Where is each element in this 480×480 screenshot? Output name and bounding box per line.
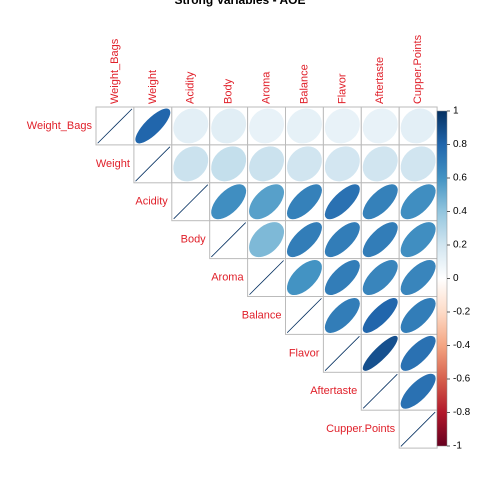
corr-ellipse <box>249 146 285 182</box>
row-label: Aroma <box>211 271 244 283</box>
corr-ellipse <box>286 108 322 144</box>
column-label: Aroma <box>260 71 272 104</box>
colorbar-tick-label: 0 <box>453 273 459 284</box>
corr-ellipse <box>362 222 398 258</box>
colorbar-tick-label: -0.8 <box>453 407 471 418</box>
corr-ellipse <box>324 108 360 144</box>
corr-ellipse <box>173 184 209 220</box>
column-label: Acidity <box>185 71 197 104</box>
colorbar-tick-label: -0.2 <box>453 307 471 318</box>
corr-ellipse <box>135 146 171 182</box>
corr-ellipse <box>249 184 285 220</box>
colorbar-tick-label: 1 <box>453 106 459 117</box>
corr-ellipse <box>362 146 398 182</box>
corr-ellipse <box>362 108 398 144</box>
corr-ellipse <box>324 222 360 258</box>
column-label: Cupper.Points <box>412 34 424 104</box>
corr-ellipse <box>173 108 209 144</box>
corr-ellipse <box>135 108 171 144</box>
column-label: Body <box>223 78 235 104</box>
corr-ellipse <box>173 146 209 182</box>
chart-title: Strong Variables - AOE <box>175 0 306 7</box>
corr-ellipse <box>286 297 322 333</box>
corr-ellipse <box>400 222 436 258</box>
corr-ellipse <box>324 335 360 371</box>
colorbar-tick-label: 0.6 <box>453 173 467 184</box>
corr-ellipse <box>211 108 247 144</box>
corr-ellipse <box>400 108 436 144</box>
corr-ellipse <box>211 222 247 258</box>
corr-ellipse <box>211 146 247 182</box>
corr-ellipse <box>324 297 360 333</box>
colorbar-tick-label: -0.4 <box>453 340 471 351</box>
corr-ellipse <box>324 184 360 220</box>
column-label: Balance <box>298 64 310 104</box>
corr-ellipse <box>362 335 398 371</box>
corr-ellipse <box>400 411 436 447</box>
row-label: Cupper.Points <box>326 423 396 435</box>
column-label: Aftertaste <box>374 57 386 104</box>
colorbar-tick-label: 0.4 <box>453 206 467 217</box>
corr-ellipse <box>400 260 436 296</box>
colorbar-tick-label: -1 <box>453 441 462 452</box>
corr-ellipse <box>286 184 322 220</box>
corr-ellipse <box>400 373 436 409</box>
row-label: Aftertaste <box>310 385 357 397</box>
corr-ellipse <box>249 108 285 144</box>
row-label: Balance <box>242 309 282 321</box>
corr-ellipse <box>211 184 247 220</box>
row-label: Acidity <box>135 196 168 208</box>
row-label: Weight_Bags <box>27 120 93 132</box>
corr-ellipse <box>400 146 436 182</box>
column-label: Weight <box>147 70 159 104</box>
corr-ellipse <box>324 146 360 182</box>
column-label: Flavor <box>336 73 348 104</box>
corr-ellipse <box>286 146 322 182</box>
row-label: Flavor <box>289 347 320 359</box>
corr-ellipse <box>362 260 398 296</box>
colorbar-tick-label: 0.8 <box>453 139 467 150</box>
corr-ellipse <box>400 184 436 220</box>
corr-ellipse <box>324 260 360 296</box>
corr-ellipse <box>249 222 285 258</box>
corr-ellipse <box>97 108 133 144</box>
corr-ellipse <box>249 260 285 296</box>
corr-ellipse <box>362 184 398 220</box>
corr-ellipse <box>400 297 436 333</box>
colorbar-tick-label: -0.6 <box>453 374 471 385</box>
corr-ellipse <box>362 297 398 333</box>
colorbar-tick-label: 0.2 <box>453 240 467 251</box>
corr-ellipse <box>362 373 398 409</box>
corr-ellipse <box>286 222 322 258</box>
colorbar <box>436 110 448 447</box>
corr-ellipse <box>286 260 322 296</box>
row-label: Body <box>181 234 207 246</box>
corr-ellipse <box>400 335 436 371</box>
column-label: Weight_Bags <box>109 38 121 104</box>
row-label: Weight <box>96 158 130 170</box>
